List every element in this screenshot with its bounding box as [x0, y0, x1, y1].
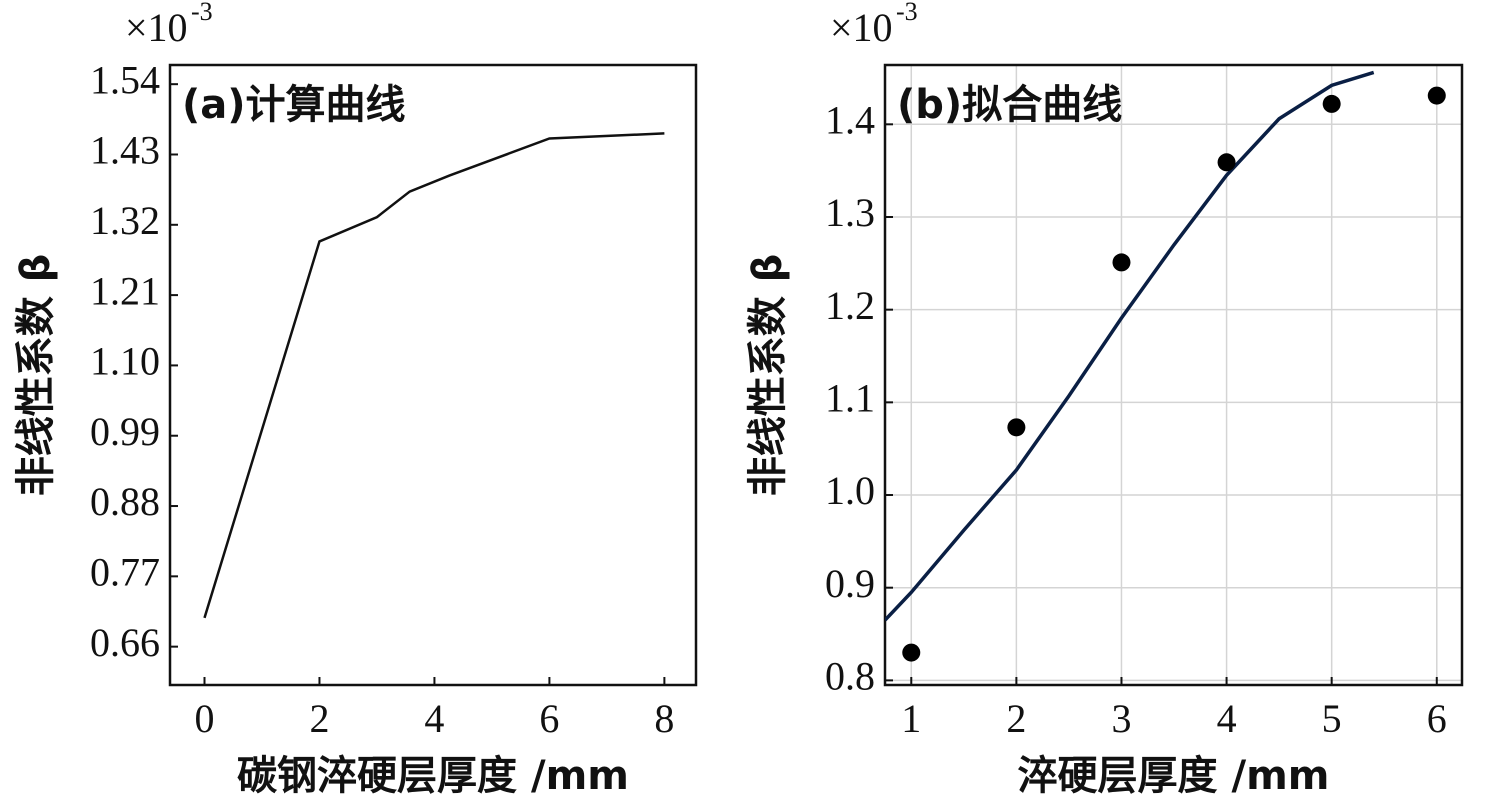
plot-frame — [883, 63, 1464, 687]
x-tick-label: 1 — [901, 696, 921, 741]
y-tick-label: 0.66 — [90, 620, 160, 665]
y-tick-label: 1.43 — [90, 128, 160, 173]
panel-title: (b)拟合曲线 — [897, 82, 1122, 128]
plot-area — [203, 132, 665, 619]
x-tick-label: 2 — [309, 696, 329, 741]
y-tick-label: 0.99 — [90, 409, 160, 454]
y-tick-label: 0.8 — [825, 654, 875, 699]
x-tick-label: 0 — [194, 696, 214, 741]
x-tick-label: 2 — [1006, 696, 1026, 741]
x-tick-label: 8 — [654, 696, 674, 741]
y-tick-label: 1.10 — [90, 339, 160, 384]
x-tick-label: 6 — [1427, 696, 1447, 741]
plot-frame — [168, 63, 698, 687]
scale-label: ×10 — [125, 5, 188, 50]
y-tick-label: 1.54 — [90, 57, 160, 102]
x-tick-label: 6 — [539, 696, 559, 741]
y-axis-label: 非线性系数 β — [13, 254, 59, 497]
x-tick-label: 3 — [1111, 696, 1131, 741]
scale-exponent: -3 — [191, 0, 213, 26]
data-point — [1007, 418, 1026, 437]
y-tick-label: 0.77 — [90, 550, 160, 595]
data-line — [203, 132, 665, 619]
x-tick-label: 4 — [424, 696, 444, 741]
data-point — [902, 643, 921, 662]
data-point — [1112, 253, 1131, 272]
scale-label: ×10 — [830, 5, 893, 50]
y-tick-label: 1.32 — [90, 198, 160, 243]
scale-exponent: -3 — [896, 0, 918, 26]
y-tick-label: 0.88 — [90, 479, 160, 524]
data-point — [1217, 153, 1236, 172]
y-tick-label: 1.2 — [825, 283, 875, 328]
data-point — [1427, 86, 1446, 105]
y-tick-label: 1.3 — [825, 190, 875, 235]
panel-title: (a)计算曲线 — [182, 82, 406, 128]
y-tick-label: 0.9 — [825, 561, 875, 606]
y-tick-label: 1.1 — [825, 376, 875, 421]
y-tick-label: 1.21 — [90, 268, 160, 313]
data-line — [885, 70, 1375, 622]
plot-area — [885, 70, 1375, 622]
y-tick-label: 1.0 — [825, 468, 875, 513]
y-tick-label: 1.4 — [825, 97, 875, 142]
y-axis-label: 非线性系数 β — [745, 254, 791, 497]
x-tick-label: 4 — [1217, 696, 1237, 741]
x-tick-label: 5 — [1322, 696, 1342, 741]
x-axis-label: 淬硬层厚度 /mm — [1018, 753, 1330, 799]
x-axis-label: 碳钢淬硬层厚度 /mm — [237, 753, 629, 799]
data-point — [1322, 94, 1341, 113]
